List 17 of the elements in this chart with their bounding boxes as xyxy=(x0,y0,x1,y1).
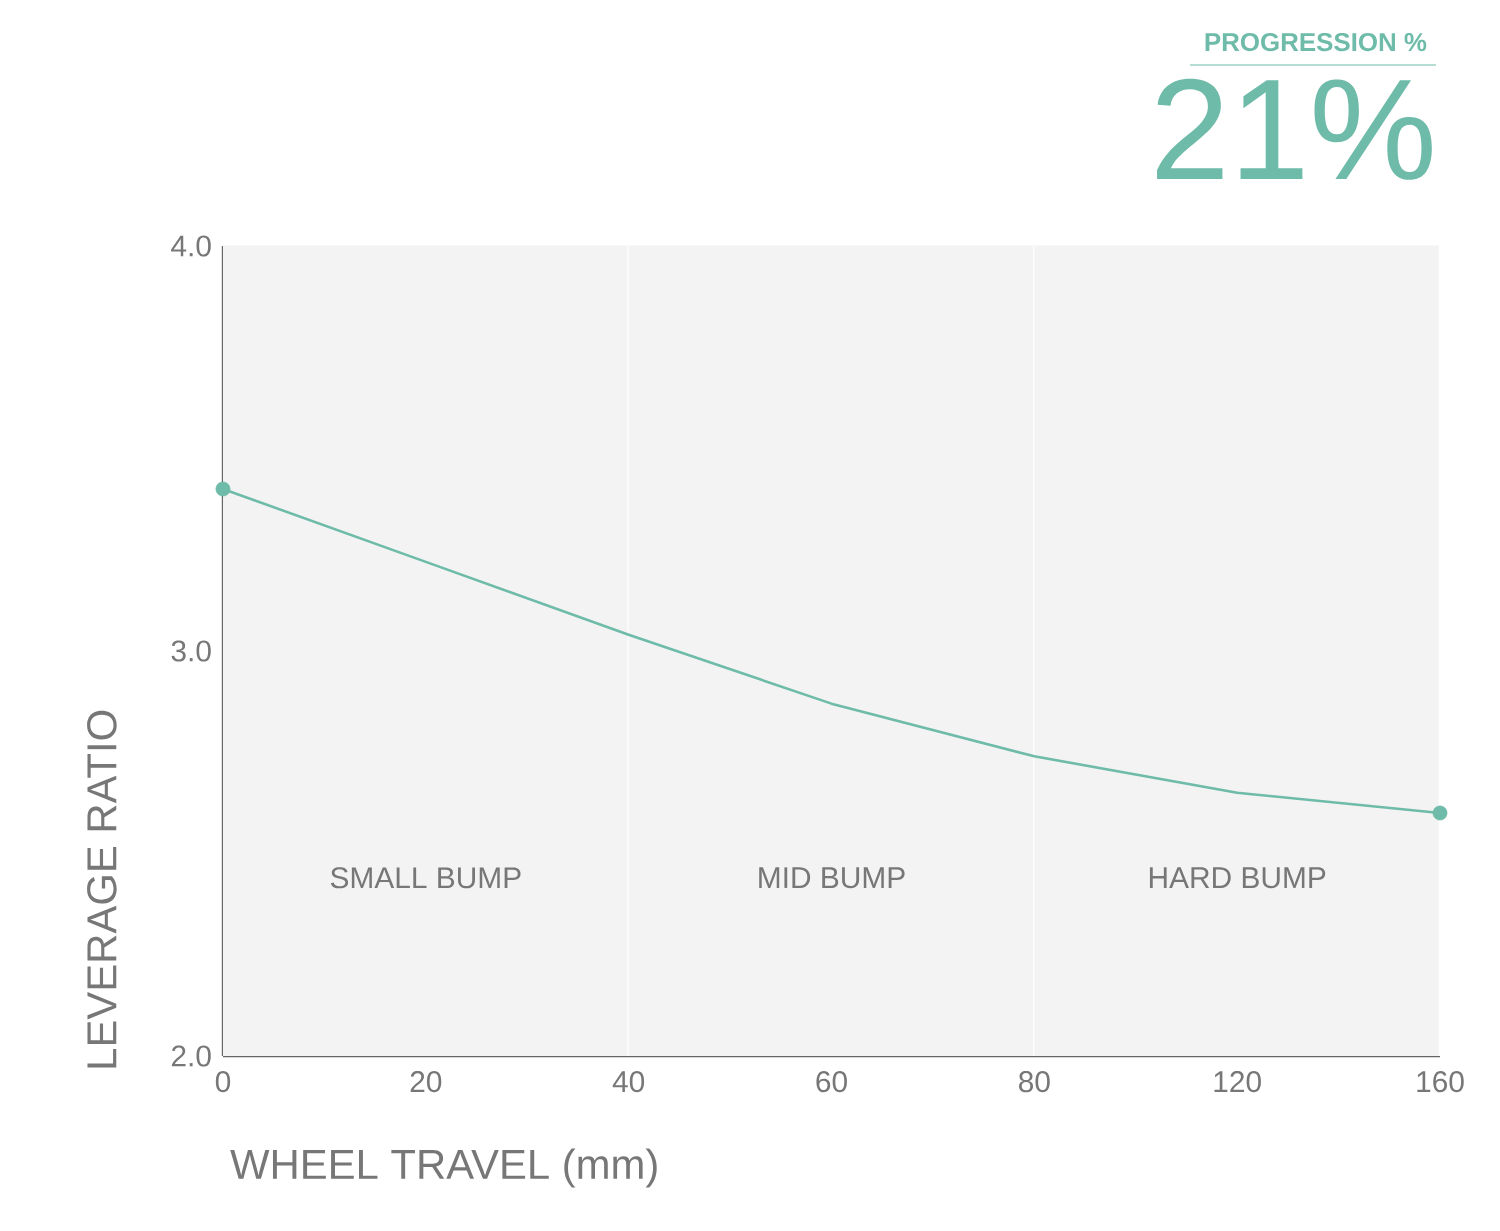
band-label: SMALL BUMP xyxy=(330,867,521,889)
y-tick-label: 3.0 xyxy=(171,640,211,662)
band-label: HARD BUMP xyxy=(1149,867,1326,889)
y-axis-title: LEVERAGE RATIO xyxy=(87,710,117,1068)
x-tick-label: 60 xyxy=(816,1071,847,1093)
x-tick-label: 20 xyxy=(410,1071,442,1093)
x-tick-label: 0 xyxy=(215,1071,231,1093)
x-axis-title: WHEEL TRAVEL (mm) xyxy=(230,1148,657,1188)
band-label: MID BUMP xyxy=(759,867,905,889)
x-tick-label: 160 xyxy=(1417,1071,1464,1093)
chart-subtitle: PROGRESSION % xyxy=(1205,32,1427,52)
y-tick-label: 2.0 xyxy=(171,1045,211,1067)
x-tick-label: 40 xyxy=(612,1071,645,1093)
x-tick-label: 120 xyxy=(1214,1071,1261,1093)
chart-title: 21% xyxy=(1157,78,1432,180)
y-tick-label: 4.0 xyxy=(171,235,211,257)
x-tick-label: 80 xyxy=(1019,1071,1050,1093)
